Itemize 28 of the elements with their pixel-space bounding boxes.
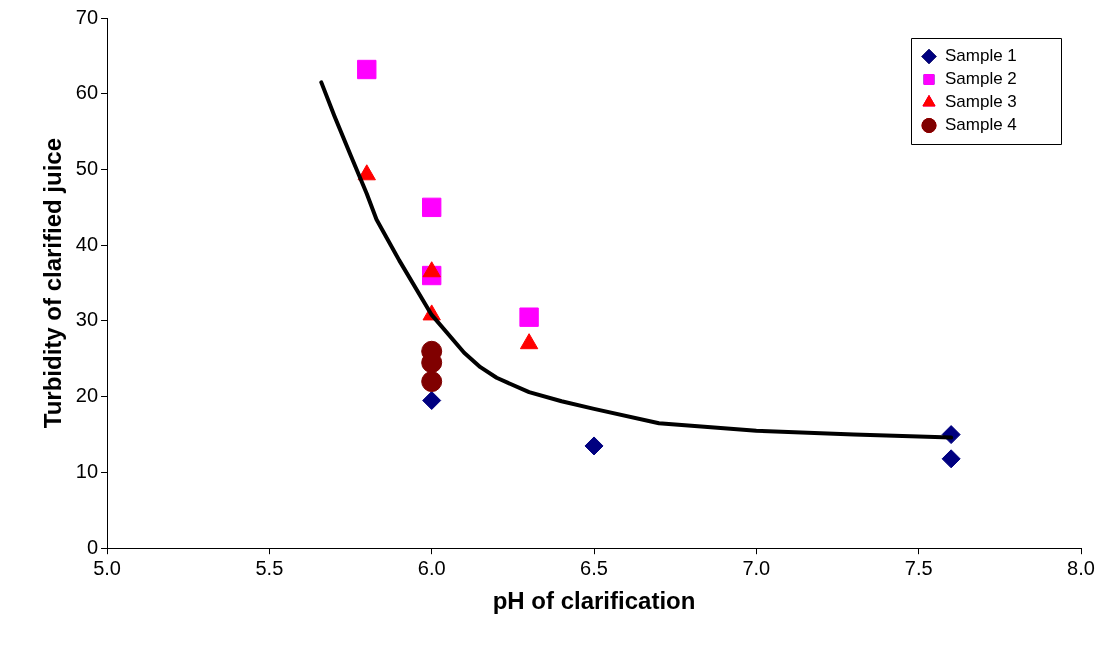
x-tick-label: 6.0 bbox=[417, 556, 446, 579]
y-tick-label: 60 bbox=[75, 81, 99, 104]
x-tick-label: 5.0 bbox=[93, 556, 121, 579]
y-tick-label: 10 bbox=[75, 459, 99, 482]
x-axis-title: pH of clarification bbox=[492, 587, 696, 615]
point bbox=[357, 59, 377, 80]
point bbox=[519, 307, 539, 327]
point bbox=[422, 197, 442, 218]
y-tick-label: 70 bbox=[75, 5, 99, 28]
y-tick-label: 40 bbox=[75, 232, 99, 255]
y-tick-label: 20 bbox=[75, 384, 99, 407]
legend-label: Sample 4 bbox=[945, 115, 1017, 135]
x-tick-label: 7.5 bbox=[904, 556, 933, 579]
point bbox=[421, 371, 443, 393]
y-tick-label: 30 bbox=[75, 308, 99, 331]
x-tick-label: 6.5 bbox=[580, 556, 608, 579]
legend-label: Sample 2 bbox=[945, 69, 1017, 89]
x-tick-label: 7.0 bbox=[742, 556, 771, 579]
point bbox=[941, 449, 961, 469]
point bbox=[584, 436, 604, 456]
point bbox=[422, 391, 442, 410]
legend-label: Sample 1 bbox=[945, 46, 1017, 66]
y-tick-label: 0 bbox=[86, 535, 99, 558]
x-tick-label: 8.0 bbox=[1067, 556, 1095, 579]
legend-label: Sample 3 bbox=[945, 92, 1017, 112]
x-tick-label: 5.5 bbox=[255, 556, 284, 579]
y-axis-title: Turbidity of clarified juice bbox=[39, 137, 67, 429]
y-tick-label: 50 bbox=[75, 157, 99, 179]
